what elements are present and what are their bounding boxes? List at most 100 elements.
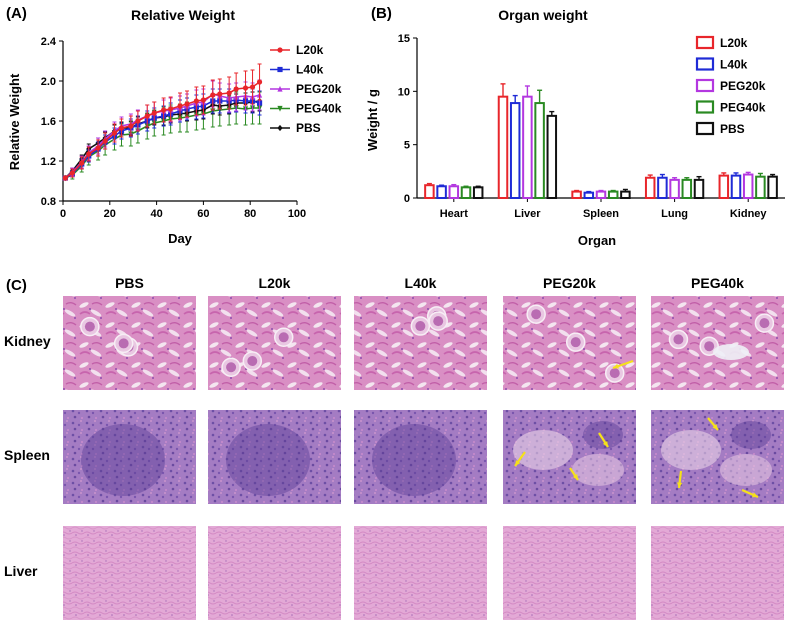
legend-swatch: [695, 121, 715, 136]
arrow-head: [752, 492, 758, 498]
row-label: Kidney: [4, 333, 51, 349]
legend-swatch: [695, 78, 715, 93]
data-point: [256, 79, 263, 85]
tissue-image: [354, 410, 487, 504]
micrograph-kidney-pbs: [63, 296, 196, 390]
data-point: [249, 84, 256, 90]
legend-swatch: [695, 100, 715, 114]
panel-c-label: (C): [6, 277, 27, 294]
micrograph-kidney-l40k: [354, 296, 487, 390]
legend-label: L20k: [720, 36, 748, 50]
arrow-icon: [707, 417, 719, 431]
chart-a-plot: 0.8 1.2 1.6 2.0 2.4 0 20 40 60 80 100: [41, 36, 306, 220]
column-header: PEG40k: [691, 275, 744, 291]
chart-b-legend: L20k L40k PEG20k PEG40k PBS: [695, 35, 766, 136]
data-point: [135, 118, 141, 124]
tissue-image: [651, 526, 784, 620]
data-point: [118, 125, 125, 131]
panel-b-label: (B): [371, 5, 392, 22]
x-tick-label: 100: [288, 208, 306, 220]
x-tick-label: 60: [197, 208, 209, 220]
arrow-icon: [569, 467, 579, 481]
legend-label: L20k: [296, 43, 324, 57]
y-tick-label: 5: [404, 140, 410, 152]
bar-pbs: [472, 186, 484, 199]
column-header: L40k: [405, 275, 437, 291]
data-point: [217, 91, 223, 97]
data-point: [144, 113, 150, 119]
micrograph-liver-peg40k: [651, 526, 784, 620]
arrow-head: [677, 482, 683, 488]
legend-label: PEG40k: [720, 101, 766, 115]
micrograph-liver-pbs: [63, 526, 196, 620]
arrow-head: [613, 363, 619, 369]
chart-a-title: Relative Weight: [131, 7, 235, 23]
data-point: [128, 123, 134, 129]
glomerulus-core: [118, 338, 129, 349]
y-tick-label: 2.0: [41, 76, 56, 88]
bar-peg20k: [742, 173, 754, 200]
series-peg20k: [62, 79, 263, 181]
glomerulus-core: [570, 337, 581, 348]
tissue-image: [503, 526, 636, 620]
tissue-image: [354, 526, 487, 620]
legend-swatch: [695, 57, 715, 71]
arrow-icon: [598, 432, 609, 448]
bar-pbs: [620, 190, 631, 200]
glomerulus-core: [704, 341, 715, 352]
tissue-tint: [354, 526, 487, 620]
tissue-tint: [208, 526, 341, 620]
data-point: [161, 107, 167, 113]
legend-label: PEG20k: [296, 82, 342, 96]
white-pulp: [731, 421, 771, 449]
legend-label: PBS: [720, 122, 745, 136]
x-tick-label: Spleen: [583, 208, 619, 220]
bar-peg20k: [448, 185, 460, 199]
micrograph-spleen-l40k: [354, 410, 487, 504]
panel-a: (A) Relative Weight 0.8 1.2 1.6 2.0 2.4 0 20 40…: [6, 5, 342, 246]
y-tick-label: 2.4: [41, 36, 57, 48]
series-pbs: [62, 90, 263, 182]
white-pulp: [81, 424, 165, 496]
chart-b-title: Organ weight: [498, 7, 588, 23]
legend-marker: [277, 124, 283, 132]
white-pulp: [372, 424, 456, 496]
legend-marker: [277, 105, 283, 112]
micrograph-liver-peg20k: [503, 526, 636, 620]
panel-b: (B) Organ weight 0 5 10 15 Heart Liver Spleen L…: [365, 5, 785, 248]
tissue-image: [63, 410, 196, 504]
chart-b-xlabel: Organ: [578, 233, 616, 248]
legend-label: PEG40k: [296, 102, 342, 116]
data-point: [151, 110, 157, 116]
bar-l20k: [424, 184, 435, 199]
glomerulus-core: [609, 368, 620, 379]
data-point: [242, 85, 249, 91]
chart-a-legend: L20k L40k PEG20k PEG40k PBS: [270, 43, 342, 135]
data-point: [177, 103, 183, 109]
glomerulus-core: [415, 321, 426, 332]
bar-l40k: [657, 176, 668, 200]
legend-marker: [277, 66, 283, 73]
y-tick-label: 1.2: [41, 156, 56, 168]
glomerulus-core: [433, 316, 444, 327]
micrograph-spleen-peg20k: [503, 410, 636, 504]
chart-a-ylabel: Relative Weight: [7, 73, 22, 170]
bar-l20k: [644, 176, 656, 200]
lesion: [513, 430, 573, 470]
micrograph-kidney-l20k: [208, 296, 341, 390]
bar-peg20k: [669, 178, 680, 200]
arrow-head: [712, 424, 718, 430]
glomerulus-core: [84, 321, 95, 332]
series-peg40k: [62, 91, 263, 182]
bar-l40k: [583, 191, 595, 200]
glomerulus-core: [673, 334, 684, 345]
data-point: [193, 98, 199, 104]
glomerulus-core: [531, 309, 542, 320]
bar-peg20k: [522, 95, 533, 199]
x-tick-label: 40: [150, 208, 162, 220]
white-pulp: [583, 421, 623, 449]
bar-l20k: [571, 190, 582, 200]
arrow-icon: [514, 451, 526, 467]
y-tick-label: 0.8: [41, 196, 56, 208]
